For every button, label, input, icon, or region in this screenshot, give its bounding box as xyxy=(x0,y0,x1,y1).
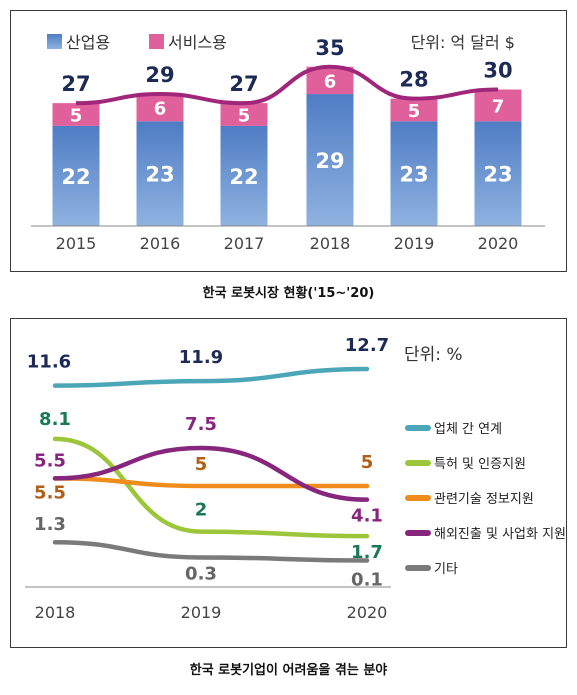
market-chart-caption: 한국 로봇시장 현황('15~'20) xyxy=(202,286,375,301)
legend-label: 관련기술 정보지원 xyxy=(434,492,534,507)
legend-label: 산업용 xyxy=(66,33,110,52)
bar-industrial xyxy=(390,121,438,226)
total-label: 27 xyxy=(229,72,258,96)
bar-label-industrial: 29 xyxy=(315,149,344,173)
series-line xyxy=(52,366,370,388)
bar-label-service: 7 xyxy=(492,96,505,117)
bar-industrial xyxy=(474,121,522,226)
point-label: 5 xyxy=(361,452,374,473)
total-label: 28 xyxy=(399,68,428,92)
bar-label-service: 5 xyxy=(70,106,83,127)
market-chart-panel: 산업용 서비스용 단위: 억 달러 $ 22 5 2015 23 6 2016 22 5 2017 29… xyxy=(10,10,567,272)
series-partner-link: 11.6 11.9 12.7 업체 간 연계 xyxy=(27,335,502,437)
legend-label: 서비스용 xyxy=(168,33,227,52)
bar-label-industrial: 23 xyxy=(399,163,428,187)
total-label: 30 xyxy=(483,59,512,83)
bar-industrial xyxy=(52,125,100,226)
legend-swatch-service xyxy=(149,34,164,49)
series-patent-cert: 8.1 2 1.7 특허 및 인증지원 xyxy=(39,409,526,563)
bar-service xyxy=(474,89,522,122)
market-stacked-bar-chart: 산업용 서비스용 단위: 억 달러 $ 22 5 2015 23 6 2016 22 5 2017 29… xyxy=(31,33,545,253)
series-line xyxy=(52,539,370,563)
point-label: 0.3 xyxy=(185,563,217,584)
point-label: 5.5 xyxy=(34,450,66,471)
bar-group-2020: 23 7 2020 xyxy=(474,89,522,253)
legend: 산업용 서비스용 xyxy=(47,33,227,52)
bar-group-2019: 23 5 2019 xyxy=(390,98,438,253)
point-label: 1.7 xyxy=(351,542,383,563)
bar-industrial xyxy=(220,125,268,226)
x-tick-label: 2015 xyxy=(56,234,97,253)
point-label: 5 xyxy=(195,454,208,475)
x-tick-label: 2020 xyxy=(347,603,388,622)
difficulty-line-chart: 단위: % 11.6 11.9 12.7 업체 간 연계 8.1 2 1.7 특허 및 인증지원… xyxy=(25,335,566,622)
series-line xyxy=(52,445,370,502)
point-label: 7.5 xyxy=(185,414,217,435)
bar-group-2015: 22 5 2015 xyxy=(52,103,100,253)
point-label: 0.1 xyxy=(351,569,383,590)
bar-service xyxy=(306,66,354,95)
bar-industrial xyxy=(306,94,354,226)
legend-label: 기타 xyxy=(434,562,458,577)
x-tick-label: 2019 xyxy=(181,603,222,622)
series-other: 1.3 0.3 0.1 기타 xyxy=(34,514,458,590)
legend-label: 업체 간 연계 xyxy=(434,422,502,437)
x-tick-label: 2020 xyxy=(478,234,519,253)
difficulty-chart-panel: 단위: % 11.6 11.9 12.7 업체 간 연계 8.1 2 1.7 특허 및 인증지원… xyxy=(10,318,567,648)
total-label: 27 xyxy=(61,72,90,96)
unit-label: 단위: % xyxy=(404,345,463,365)
bar-label-service: 6 xyxy=(154,99,167,120)
x-tick-label: 2019 xyxy=(394,234,435,253)
bar-label-industrial: 23 xyxy=(145,163,174,187)
bar-label-industrial: 22 xyxy=(229,165,258,189)
bar-group-2018: 29 6 2018 xyxy=(306,66,354,253)
bar-service xyxy=(220,103,268,126)
point-label: 12.7 xyxy=(345,335,389,356)
bar-service xyxy=(136,94,184,122)
unit-label: 단위: 억 달러 $ xyxy=(411,33,515,52)
difficulty-chart-caption: 한국 로봇기업이 어려움을 겪는 분야 xyxy=(189,663,388,678)
point-label: 5.5 xyxy=(34,482,66,503)
series-overseas-biz: 5.5 7.5 4.1 해외진출 및 사업화 지원 xyxy=(34,414,566,542)
x-tick-label: 2018 xyxy=(310,234,351,253)
series-line xyxy=(52,436,370,539)
bar-label-service: 5 xyxy=(408,101,421,122)
point-label: 4.1 xyxy=(351,506,383,527)
total-label: 29 xyxy=(145,63,174,87)
x-tick-label: 2016 xyxy=(140,234,181,253)
legend-label: 해외진출 및 사업화 지원 xyxy=(434,527,565,542)
legend-label: 특허 및 인증지원 xyxy=(434,457,526,472)
series-line xyxy=(52,476,370,489)
bar-service xyxy=(390,98,438,122)
bar-label-industrial: 23 xyxy=(483,163,512,187)
bar-group-2017: 22 5 2017 xyxy=(220,103,268,253)
bar-service xyxy=(52,103,100,126)
x-tick-label: 2017 xyxy=(224,234,265,253)
point-label: 11.6 xyxy=(27,352,71,373)
legend-swatch-industrial xyxy=(47,34,62,49)
total-line xyxy=(75,64,499,106)
total-label: 35 xyxy=(315,36,344,60)
bar-label-service: 6 xyxy=(324,71,337,92)
bar-label-service: 5 xyxy=(238,106,251,127)
bar-industrial xyxy=(136,121,184,226)
point-label: 2 xyxy=(195,500,208,521)
point-label: 8.1 xyxy=(39,409,71,430)
bar-group-2016: 23 6 2016 xyxy=(136,94,184,253)
x-tick-label: 2018 xyxy=(35,603,76,622)
point-label: 1.3 xyxy=(34,514,66,535)
bar-label-industrial: 22 xyxy=(61,165,90,189)
point-label: 11.9 xyxy=(179,347,223,368)
